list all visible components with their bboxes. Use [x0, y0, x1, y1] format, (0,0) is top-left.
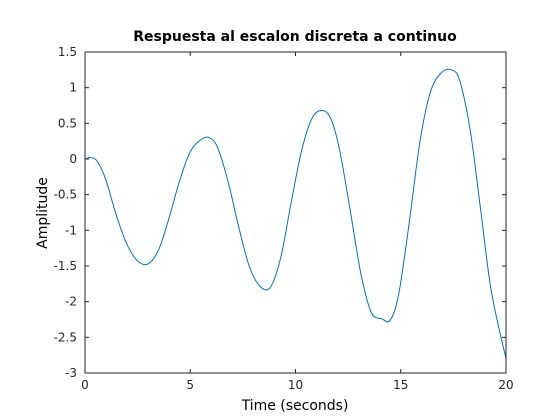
x-tick-label: 5: [186, 378, 194, 392]
x-tick-label: 10: [288, 378, 303, 392]
chart-title: Respuesta al escalon discreta a continuo: [133, 29, 457, 45]
y-tick-label: 1.5: [58, 45, 77, 59]
y-tick-label: -1.5: [54, 259, 77, 273]
x-axis-label: Time (seconds): [241, 398, 349, 414]
y-axis-label: Amplitude: [35, 177, 51, 249]
y-tick-label: -0.5: [54, 188, 77, 202]
x-tick-label: 15: [393, 378, 408, 392]
y-tick-label: -2.5: [54, 330, 77, 344]
y-tick-label: -3: [65, 366, 77, 380]
y-tick-label: -2: [65, 295, 77, 309]
y-tick-label: 1: [69, 81, 77, 95]
axes-box: [84, 51, 507, 374]
y-tick-label: 0: [69, 152, 77, 166]
series-line-step-response: [84, 68, 507, 359]
x-tick-label: 0: [81, 378, 89, 392]
y-tick-label: -1: [65, 223, 77, 237]
plot-area-background: [85, 52, 506, 373]
y-tick-label: 0.5: [58, 116, 77, 130]
x-tick-label: 20: [498, 378, 513, 392]
